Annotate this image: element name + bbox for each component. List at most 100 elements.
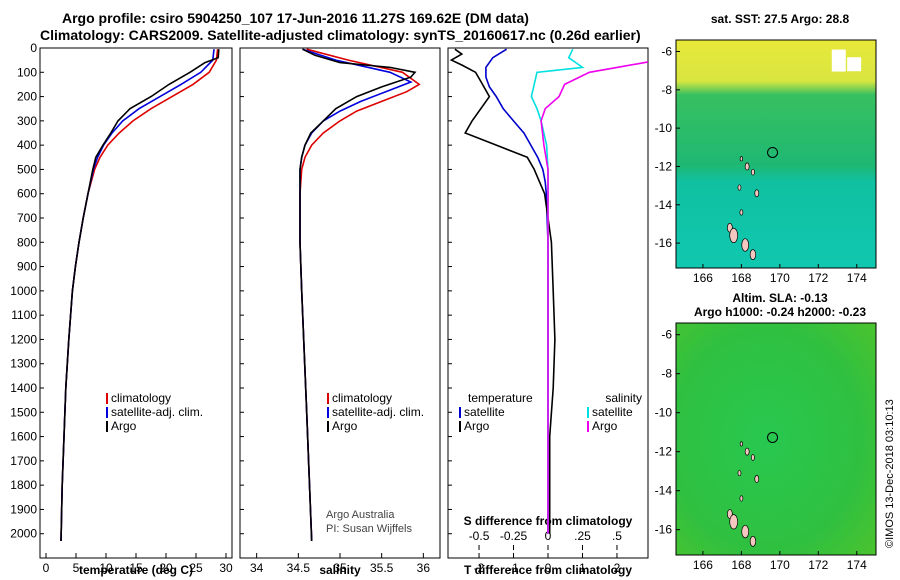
title-line-2: Climatology: CARS2009. Satellite-adjuste…	[40, 27, 641, 43]
sst-map-lon-label: 170	[770, 271, 790, 285]
sst-map-title: sat. SST: 27.5 Argo: 28.8	[710, 12, 850, 26]
legend-diff-salinity-label: Argo	[592, 419, 618, 433]
x-tick-label-temperature: 20	[159, 561, 173, 575]
island-shape	[741, 238, 750, 252]
salinity-annotation: PI: Susan Wijffels	[326, 523, 412, 535]
y-tick-label: 1800	[10, 478, 37, 492]
island-shape	[739, 209, 744, 216]
sst-map-field	[675, 39, 877, 269]
island-shape	[750, 454, 755, 461]
x-tick-label-temperature: 5	[73, 561, 80, 575]
sst-map-lat-label: -10	[655, 121, 673, 135]
island-shape	[737, 470, 742, 477]
legend-salinity-panel-label: satellite-adj. clim.	[332, 405, 424, 419]
sst-map-lat-label: -6	[661, 44, 672, 58]
sla-map-lon-label: 168	[731, 558, 751, 572]
x-tick-label-difference: 0	[545, 561, 552, 575]
top-x-tick-label-difference: .5	[612, 529, 622, 543]
legend-temperature-panel-label: satellite-adj. clim.	[111, 405, 203, 419]
y-tick-label: 1600	[10, 430, 37, 444]
island-shape	[754, 189, 760, 198]
sst-map-lon-label: 166	[693, 271, 713, 285]
sla-map-lon-label: 170	[770, 558, 790, 572]
y-tick-label: 1000	[10, 284, 37, 298]
y-tick-label: 800	[17, 235, 37, 249]
salinity-xlabel: salinity	[319, 563, 361, 577]
sla-map-title: Altim. SLA: -0.13	[732, 291, 828, 305]
y-tick-label: 1100	[11, 308, 37, 322]
sla-map-lon-label: 172	[808, 558, 828, 572]
y-tick-label: 700	[17, 211, 37, 225]
legend-temperature-panel-label: Argo	[111, 419, 137, 433]
y-tick-label: 2000	[10, 527, 37, 541]
legend-diff-temperature-label: satellite	[464, 405, 505, 419]
sst-map-lon-label: 168	[731, 271, 751, 285]
series-salinity-argo	[299, 48, 417, 542]
sla-map-lat-label: -14	[655, 484, 673, 498]
profile-location-marker	[767, 431, 779, 443]
island-shape	[741, 524, 750, 539]
y-tick-label: 1200	[10, 332, 37, 346]
island-shape	[739, 441, 743, 447]
island-shape	[737, 184, 742, 191]
island-shape	[729, 227, 739, 243]
title-line-1: Argo profile: csiro 5904250_107 17-Jun-2…	[62, 10, 529, 26]
sla-map-lat-label: -12	[655, 445, 673, 459]
y-tick-label: 1700	[10, 454, 37, 468]
y-tick-label: 200	[17, 90, 37, 104]
difference-xlabel: T difference from climatology	[463, 563, 633, 577]
island-shape	[739, 156, 743, 162]
y-tick-label: 600	[17, 187, 37, 201]
top-x-tick-label-difference: .25	[574, 529, 591, 543]
island-shape	[749, 249, 757, 260]
sst-map-lon-label: 174	[847, 271, 867, 285]
x-tick-label-temperature: 15	[129, 561, 143, 575]
island-shape	[749, 535, 757, 547]
legend-salinity-panel-label: Argo	[332, 419, 358, 433]
x-tick-label-salinity: 35	[333, 561, 347, 575]
y-tick-label: 1300	[10, 357, 37, 371]
sst-map-lat-label: -8	[661, 83, 672, 97]
series-difference-s-argo	[540, 61, 648, 534]
sla-map-lon-label: 166	[693, 558, 713, 572]
x-tick-label-difference: 2	[614, 561, 621, 575]
series-difference-t-argo	[449, 48, 556, 534]
x-tick-label-temperature: 30	[219, 561, 233, 575]
temperature-xlabel: temperature (deg C)	[78, 563, 194, 577]
sla-map-lat-label: -10	[655, 406, 673, 420]
island-shape	[750, 168, 755, 176]
y-tick-label: 900	[17, 260, 37, 274]
top-x-tick-label-difference: 0	[545, 529, 552, 543]
salinity-annotation: Argo Australia	[326, 509, 395, 521]
sst-map-lon-label: 172	[808, 271, 828, 285]
x-tick-label-difference: 1	[579, 561, 586, 575]
x-tick-label-difference: -2	[474, 561, 485, 575]
series-temperature-argo	[60, 49, 220, 542]
x-tick-label-salinity: 36	[417, 561, 431, 575]
y-tick-label: 1500	[10, 405, 37, 419]
island-shape	[744, 447, 750, 456]
top-x-tick-label-difference: -0.5	[469, 529, 490, 543]
y-tick-label: 500	[17, 162, 37, 176]
legend-diff-salinity-heading: salinity	[605, 391, 642, 405]
y-tick-label: 400	[17, 138, 37, 152]
sst-map-lat-label: -12	[655, 159, 673, 173]
island-shape	[739, 495, 744, 502]
y-tick-label: 0	[30, 41, 37, 55]
sla-map-lat-label: -8	[661, 367, 672, 381]
sst-map-missing-data	[847, 57, 862, 72]
island-shape	[744, 162, 750, 171]
island-shape	[754, 475, 760, 483]
sla-map-lon-label: 174	[847, 558, 867, 572]
legend-salinity-panel-label: climatology	[332, 391, 392, 405]
profile-location-marker	[767, 146, 779, 158]
panel-frame-temperature	[39, 47, 233, 559]
panel-frame-salinity	[239, 47, 441, 559]
legend-temperature-panel-label: climatology	[111, 391, 171, 405]
sst-map-missing-data	[831, 49, 846, 72]
sst-map-lat-label: -16	[655, 236, 673, 250]
island-shape	[729, 514, 739, 530]
x-tick-label-salinity: 34.5	[287, 561, 311, 575]
x-tick-label-difference: -1	[508, 561, 519, 575]
